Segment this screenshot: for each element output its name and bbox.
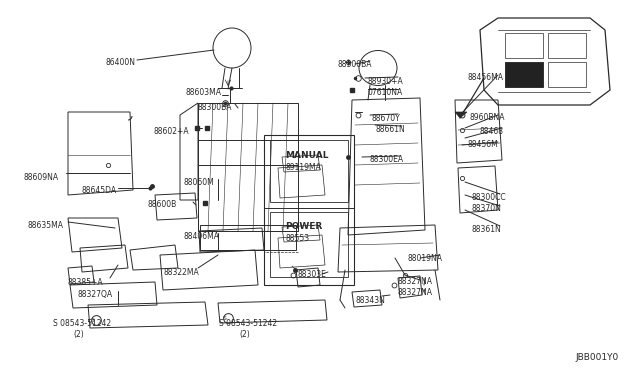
Text: 88060M: 88060M [183, 178, 214, 187]
Text: POWER: POWER [285, 222, 323, 231]
Text: 88385+A: 88385+A [68, 278, 104, 287]
Text: 88370N: 88370N [472, 204, 502, 213]
Text: 86400N: 86400N [105, 58, 135, 67]
Text: (2): (2) [73, 330, 84, 339]
Bar [505, 33, 543, 58]
Text: 88609NA: 88609NA [23, 173, 58, 182]
Text: S: S [91, 317, 95, 323]
Text: 88553: 88553 [285, 234, 309, 243]
Text: 88635MA: 88635MA [28, 221, 64, 230]
Text: 88327NA: 88327NA [397, 277, 432, 286]
Text: JBB001Y0: JBB001Y0 [575, 353, 618, 362]
Bar [548, 33, 586, 58]
Text: 88456M: 88456M [468, 140, 499, 149]
Text: 88300BA: 88300BA [338, 60, 372, 69]
Text: MANUAL: MANUAL [285, 151, 328, 160]
Bar [264, 135, 354, 285]
Text: 88600B: 88600B [148, 200, 177, 209]
Text: 88930+A: 88930+A [368, 77, 404, 86]
Bar [200, 225, 296, 250]
Text: 88303E: 88303E [298, 270, 327, 279]
Text: 88670Y: 88670Y [372, 114, 401, 123]
Text: 88327NA: 88327NA [397, 288, 432, 297]
Bar [505, 62, 543, 87]
Bar [198, 103, 298, 231]
Bar [270, 140, 348, 202]
Text: 88300CC: 88300CC [472, 193, 507, 202]
Text: 88300EA: 88300EA [370, 155, 404, 164]
Text: 88300BA: 88300BA [197, 103, 232, 112]
Text: 88468: 88468 [479, 127, 503, 136]
Text: S: S [223, 315, 227, 321]
Bar [270, 212, 348, 277]
Text: S 08543-51242: S 08543-51242 [219, 319, 277, 328]
Text: 8960BNA: 8960BNA [469, 113, 504, 122]
Text: 88645DA: 88645DA [82, 186, 117, 195]
Bar [505, 62, 543, 87]
Text: 88406MA: 88406MA [183, 232, 219, 241]
Text: 89119MA: 89119MA [285, 163, 321, 172]
Bar [548, 62, 586, 87]
Text: S 08543-51242: S 08543-51242 [53, 319, 111, 328]
Text: 88456MA: 88456MA [468, 73, 504, 82]
Text: 88361N: 88361N [472, 225, 502, 234]
Text: 88661N: 88661N [375, 125, 404, 134]
Text: 88019NA: 88019NA [408, 254, 443, 263]
Text: 88327QA: 88327QA [77, 290, 112, 299]
Text: 88603MA: 88603MA [186, 88, 222, 97]
Text: 88343N: 88343N [356, 296, 386, 305]
Text: 88322MA: 88322MA [163, 268, 199, 277]
Polygon shape [455, 112, 467, 118]
Text: 07610NA: 07610NA [368, 88, 403, 97]
Text: 88602+A: 88602+A [153, 127, 189, 136]
Text: (2): (2) [239, 330, 250, 339]
